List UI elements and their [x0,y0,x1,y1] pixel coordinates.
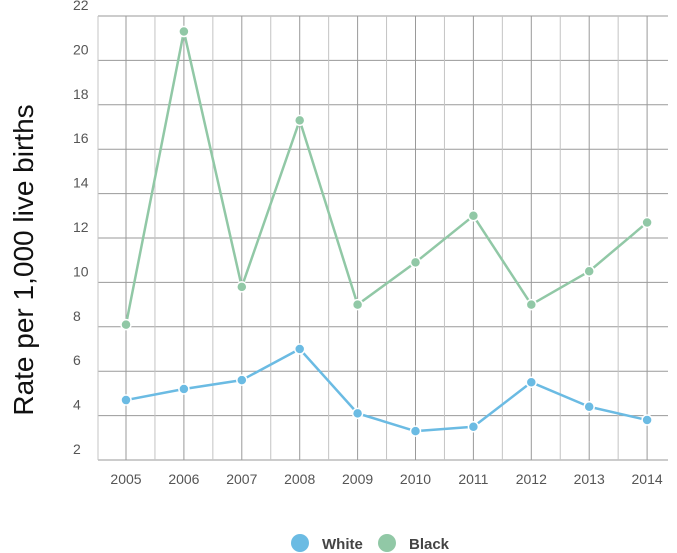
data-point [467,420,480,433]
y-tick-label: 10 [73,263,89,279]
data-point [178,383,190,395]
x-tick-label: 2013 [574,471,605,487]
y-tick-label: 2 [73,441,81,457]
y-tick-label: 22 [73,0,89,13]
x-tick-label: 2010 [400,471,431,487]
data-point [178,25,190,38]
data-point [236,281,248,293]
data-point [467,210,480,222]
data-point [120,318,132,331]
series-white [120,343,653,437]
data-point [236,374,248,386]
data-point [293,114,306,127]
series-black [120,25,653,331]
legend[interactable]: White Black [291,534,450,553]
data-point [293,343,306,355]
x-tick-label: 2005 [110,471,141,487]
data-point [525,298,538,311]
data-point [351,298,364,311]
legend-swatch [378,534,396,552]
x-tick-label: 2006 [168,471,199,487]
legend-swatch [291,534,309,552]
data-point [351,407,364,420]
grid [97,15,668,461]
series-line [125,347,648,433]
y-tick-label: 8 [73,308,81,324]
y-tick-label: 6 [73,352,81,368]
x-axis-ticks: 2005 2006 2007 2008 2009 2010 2011 2012 2013 2014 [110,471,662,487]
x-tick-label: 2014 [632,471,663,487]
y-axis-label: Rate per 1,000 live births [8,104,39,415]
y-tick-label: 18 [73,86,89,102]
x-tick-label: 2007 [226,471,257,487]
y-tick-label: 12 [73,219,89,235]
y-tick-label: 16 [73,130,89,146]
y-tick-label: 4 [73,397,81,413]
data-point [641,216,653,229]
data-point [525,376,538,389]
data-point [583,265,595,278]
legend-item-black[interactable]: Black [378,534,450,553]
series-line [124,30,648,325]
legend-item-white[interactable]: White [291,534,363,553]
data-point [409,425,422,437]
legend-label: White [322,536,363,553]
data-point [583,400,595,413]
x-tick-label: 2011 [458,471,488,487]
x-tick-label: 2009 [342,471,373,487]
data-point [641,414,653,426]
data-point [409,256,422,269]
y-tick-label: 20 [73,41,89,57]
y-axis-ticks: 2 4 6 8 10 12 14 16 18 20 22 [73,0,89,457]
series [120,25,653,437]
data-point [120,394,132,406]
x-tick-label: 2008 [284,471,315,487]
y-tick-label: 14 [73,175,89,191]
legend-label: Black [409,536,450,553]
x-tick-label: 2012 [516,471,547,487]
